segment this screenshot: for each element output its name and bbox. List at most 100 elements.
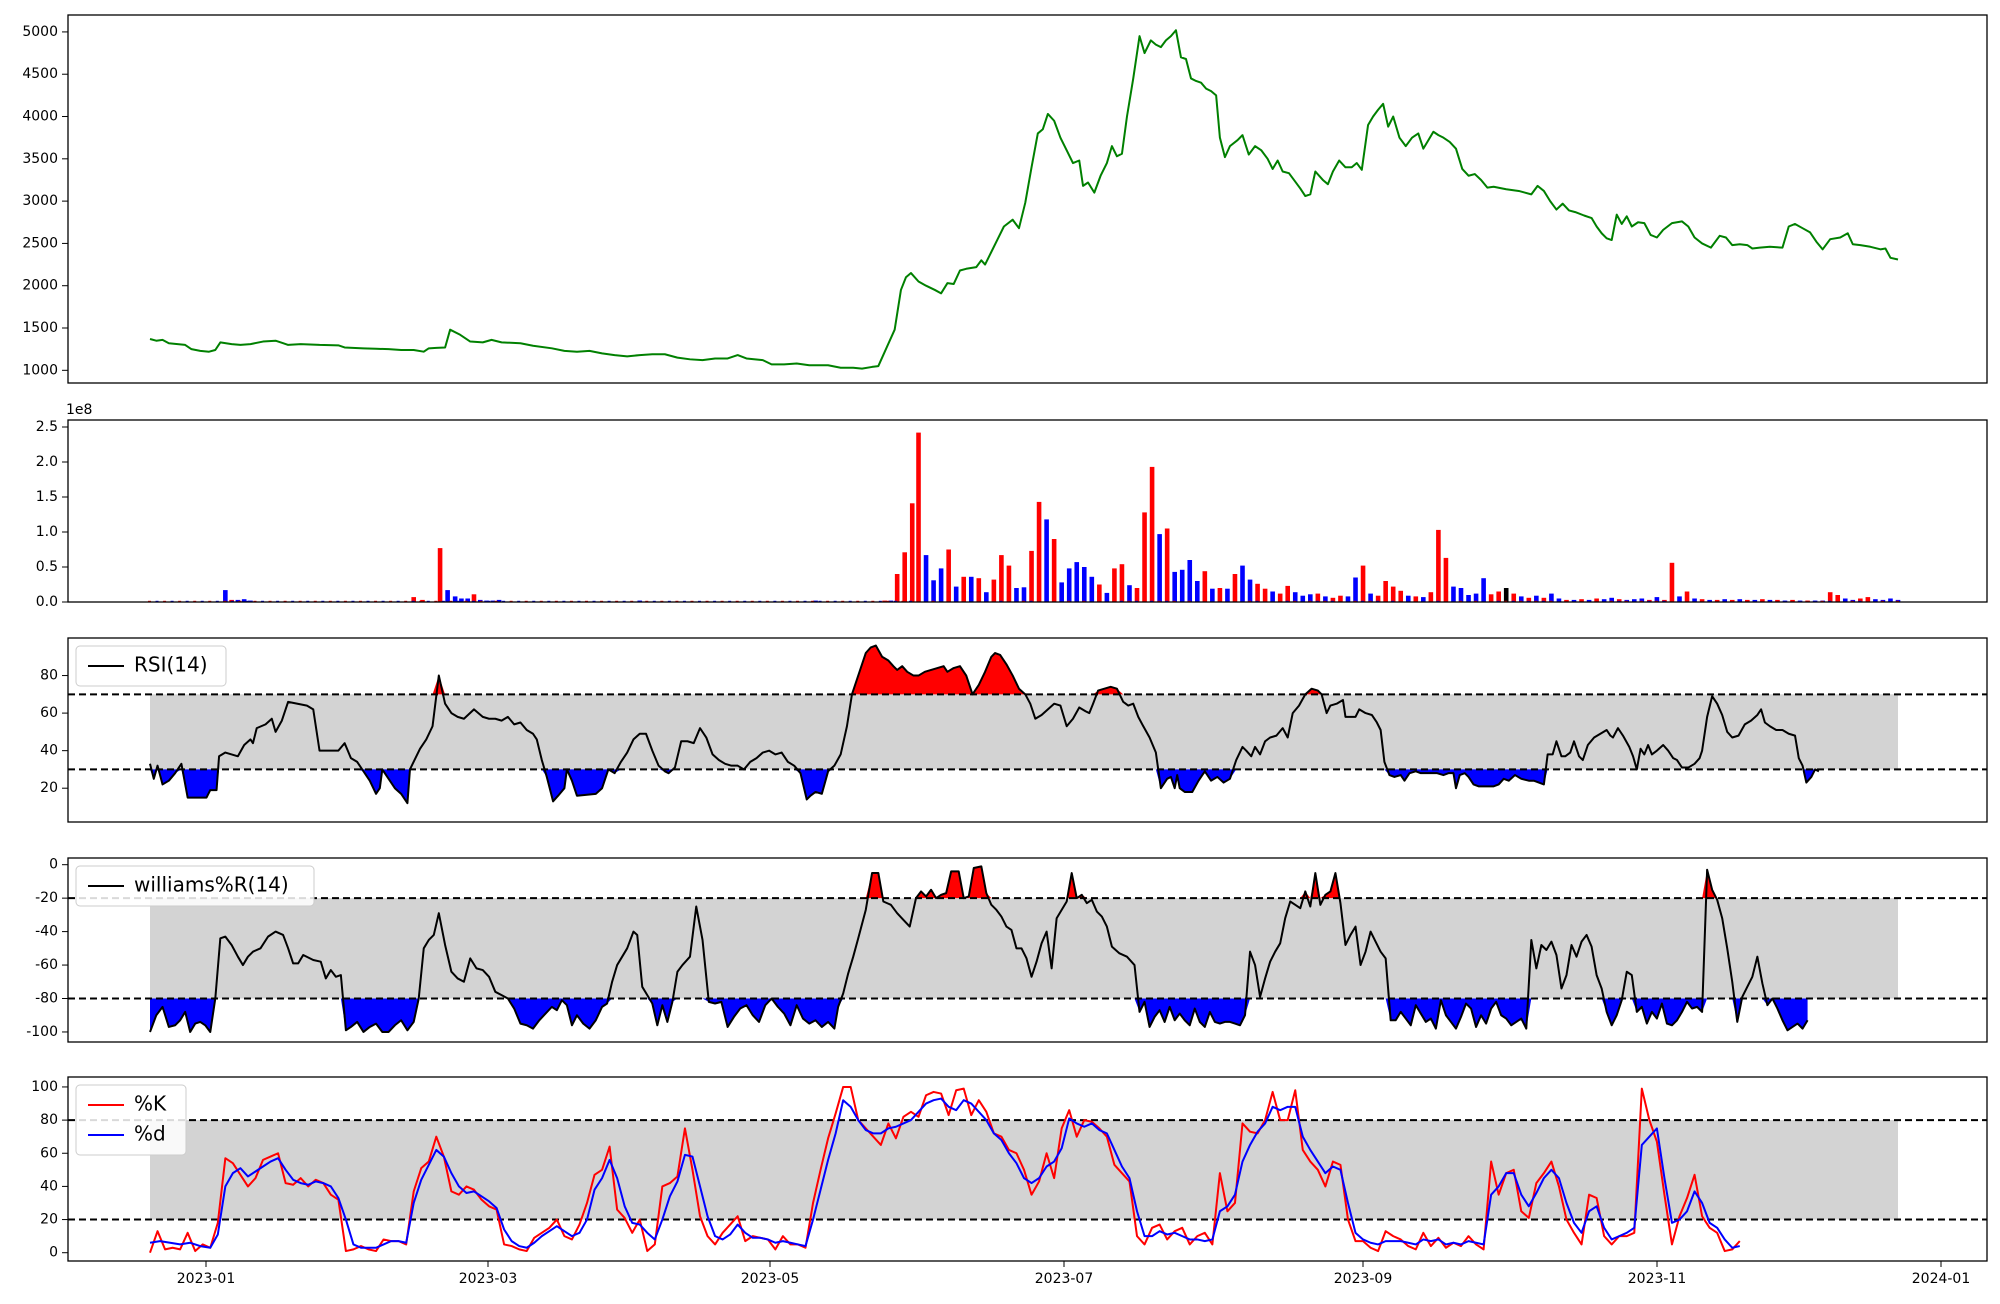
- volume-bar: [1616, 599, 1622, 602]
- legend-label: RSI(14): [134, 653, 208, 677]
- y-tick-label: 4000: [22, 109, 58, 125]
- volume-bar: [931, 580, 936, 602]
- volume-bar: [1760, 599, 1765, 602]
- volume-bar: [1443, 557, 1449, 602]
- volume-bar: [1081, 567, 1087, 602]
- y-tick-label: 0.0: [36, 594, 58, 610]
- panel-stochastic: 0 20 40 60 80 100 %K %d: [31, 1076, 1988, 1262]
- volume-bar: [452, 596, 458, 602]
- volume-bar: [1051, 539, 1057, 602]
- volume-bar: [1413, 596, 1419, 602]
- overbought-fill: [150, 645, 1819, 695]
- y-tick-label: -80: [35, 991, 58, 1007]
- volume-bar: [471, 594, 477, 602]
- volume-bar: [1458, 588, 1464, 602]
- volume-bar: [909, 503, 915, 602]
- y-tick-label: 1000: [22, 362, 58, 378]
- y-tick-label: -40: [35, 924, 58, 940]
- volume-bar: [1044, 519, 1049, 602]
- volume-bar: [1858, 598, 1863, 602]
- y-tick-label: 20: [40, 780, 58, 796]
- volume-bar: [1194, 581, 1200, 602]
- y-tick-label: 2.5: [36, 419, 58, 435]
- y-tick-label: 1500: [22, 320, 58, 336]
- volume-bar: [1285, 585, 1291, 602]
- volume-bar: [902, 552, 908, 602]
- volume-bar: [916, 432, 921, 602]
- volume-bar: [1684, 591, 1690, 602]
- volume-bar: [1526, 597, 1532, 602]
- volume-bar: [1451, 586, 1456, 602]
- volume-bar: [946, 549, 951, 602]
- oversold-fill: [150, 998, 1808, 1032]
- volume-bar: [923, 555, 929, 602]
- volume-bar: [411, 597, 417, 602]
- y-tick-label: 60: [40, 705, 58, 721]
- volume-bar: [459, 598, 464, 602]
- volume-bar: [1036, 501, 1042, 602]
- y-tick-label: 40: [40, 743, 58, 759]
- volume-bar: [1556, 598, 1562, 602]
- y-tick-label: 0: [49, 1245, 58, 1261]
- volume-bar: [1187, 560, 1193, 602]
- x-tick-label: 2023-05: [741, 1271, 800, 1287]
- volume-bar: [1232, 574, 1238, 602]
- volume-bar: [1210, 588, 1215, 602]
- legend-label: %K: [134, 1092, 167, 1116]
- volume-bar: [1142, 512, 1147, 602]
- volume-bar: [813, 600, 818, 602]
- volume-bar: [976, 578, 982, 602]
- volume-bar: [235, 599, 241, 602]
- volume-bar: [1308, 594, 1313, 602]
- volume-bar: [1842, 598, 1848, 602]
- y-tick-label: 60: [40, 1145, 58, 1161]
- volume-bar: [1534, 595, 1539, 602]
- volume-bar: [1518, 596, 1524, 602]
- volume-bar: [1360, 565, 1366, 602]
- volume-bar: [1217, 588, 1223, 602]
- y-tick-label: 4500: [22, 66, 58, 82]
- y-tick-label: -60: [35, 957, 58, 973]
- volume-bar: [1255, 583, 1260, 602]
- y-tick-label: 3500: [22, 151, 58, 167]
- volume-bar: [1225, 588, 1230, 602]
- volume-bar: [984, 592, 989, 602]
- volume-bar: [241, 599, 247, 602]
- volume-bar: [1654, 597, 1660, 602]
- series-line-rsi: [149, 644, 1820, 805]
- volume-bar: [1029, 550, 1034, 602]
- volume-bar: [1262, 588, 1268, 602]
- volume-bar: [953, 586, 959, 602]
- volume-bar: [1368, 593, 1373, 602]
- panel-rsi: 20 40 60 80 RSI(14): [40, 637, 1988, 823]
- x-tick-label: 2023-07: [1035, 1271, 1094, 1287]
- volume-bar: [938, 568, 944, 602]
- legend-box: [75, 645, 227, 687]
- axes-frame: [67, 14, 1988, 384]
- volume-bar: [1541, 597, 1547, 602]
- volume-bar: [1277, 593, 1283, 602]
- volume-bar: [1014, 588, 1019, 602]
- volume-bar: [1481, 578, 1486, 602]
- volume-bar: [1164, 528, 1170, 602]
- volume-bar: [437, 548, 443, 602]
- volume-bar: [1006, 565, 1012, 602]
- volume-bar: [1292, 592, 1298, 602]
- series-line-williams: [149, 865, 1809, 1033]
- volume-bar: [1066, 568, 1072, 602]
- volume-bar: [223, 590, 228, 602]
- volume-bar: [496, 599, 502, 602]
- volume-bar: [248, 600, 253, 602]
- volume-bar: [1699, 599, 1705, 602]
- volume-bar: [1172, 571, 1177, 602]
- volume-bar: [882, 600, 887, 602]
- volume-bar: [1827, 592, 1833, 602]
- volume-bar: [1639, 598, 1645, 602]
- volume-bar: [1179, 569, 1185, 602]
- volume-bar: [1119, 564, 1125, 602]
- y-tick-label: 2.0: [36, 454, 58, 470]
- volume-bar: [1149, 466, 1155, 602]
- volume-bar: [490, 600, 496, 602]
- series-line-pct-d: [149, 1097, 1740, 1249]
